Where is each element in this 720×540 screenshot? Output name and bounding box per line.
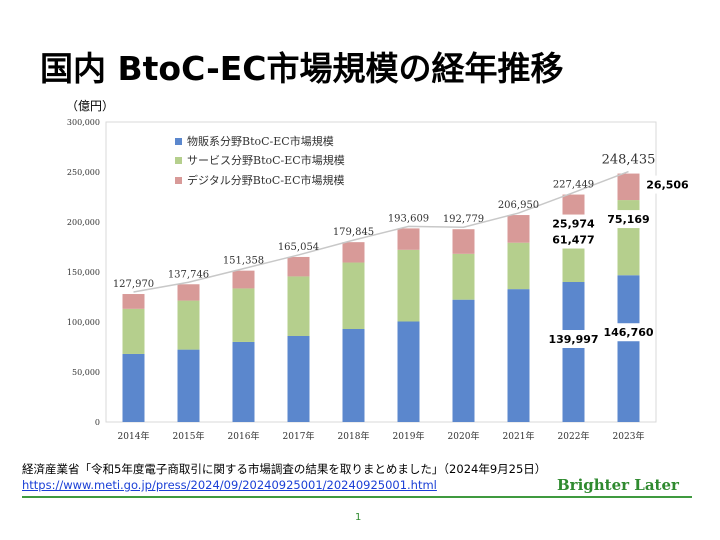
x-tick-label: 2017年 — [283, 430, 315, 442]
x-tick-label: 2016年 — [228, 430, 260, 442]
callout-label: 26,506 — [646, 179, 689, 192]
brand-logo: Brighter Later — [557, 476, 679, 494]
callout-box — [642, 175, 693, 194]
bar-services — [397, 249, 420, 322]
bar-services — [232, 288, 255, 342]
x-tick-label: 2014年 — [118, 430, 150, 442]
source-citation: 経済産業省「令和5年度電子商取引に関する市場調査の結果を取りまとめました」（20… — [22, 462, 547, 476]
bar-digital — [452, 229, 475, 254]
callout-label: 61,477 — [552, 234, 594, 247]
bar-services — [287, 276, 310, 336]
bar-digital — [397, 228, 420, 250]
footer-divider — [22, 496, 692, 498]
x-tick-label: 2021年 — [503, 430, 535, 442]
total-trend-line — [133, 170, 629, 293]
ec-market-chart: 0 50,000 100,000 150,000 200,000 250,000 300,0… — [66, 118, 693, 442]
bar-goods — [562, 282, 585, 422]
x-tick-label: 2015年 — [173, 430, 205, 442]
bar-digital — [287, 256, 310, 277]
total-label: 206,950 — [498, 200, 539, 211]
page-title: 国内 BtoC-EC市場規模の経年推移 — [40, 49, 564, 88]
bar-goods — [342, 329, 365, 422]
bar-services — [507, 242, 530, 290]
bar-services — [452, 253, 475, 300]
x-tick-label: 2023年 — [613, 430, 645, 442]
x-tick-label: 2019年 — [393, 430, 425, 442]
legend-swatch — [175, 177, 182, 184]
bar-digital — [122, 294, 145, 309]
bar-digital — [342, 242, 365, 263]
y-tick-label: 0 — [95, 418, 100, 427]
callout-label: 139,997 — [548, 333, 598, 346]
callout-box — [548, 330, 599, 349]
page-number: 1 — [355, 512, 362, 523]
bar-digital — [617, 173, 640, 201]
total-label: 227,449 — [553, 180, 594, 191]
total-label: 192,779 — [443, 214, 484, 225]
x-tick-label: 2020年 — [448, 430, 480, 442]
plot-area — [105, 121, 657, 423]
bar-services — [122, 308, 145, 354]
total-label: 151,358 — [223, 256, 264, 267]
legend-swatch — [175, 157, 182, 164]
callout-box — [548, 214, 599, 233]
legend-label: サービス分野BtoC-EC市場規模 — [187, 153, 345, 167]
bar-services — [342, 262, 365, 330]
x-tick-label: 2022年 — [558, 430, 590, 442]
y-tick-label: 250,000 — [67, 168, 100, 177]
legend-label: デジタル分野BtoC-EC市場規模 — [187, 173, 345, 187]
total-label: 127,970 — [113, 279, 154, 290]
y-tick-label: 50,000 — [72, 368, 100, 377]
callout-label: 146,760 — [603, 326, 653, 339]
callout-label: 75,169 — [607, 213, 649, 226]
y-axis-unit: （億円） — [66, 99, 115, 113]
legend-label: 物販系分野BtoC-EC市場規模 — [187, 134, 334, 148]
bar-goods — [287, 335, 310, 422]
bar-digital — [177, 284, 200, 301]
bar-goods — [177, 349, 200, 422]
x-tick-label: 2018年 — [338, 430, 370, 442]
y-tick-label: 150,000 — [67, 268, 100, 277]
bar-goods — [232, 341, 255, 422]
total-label: 179,845 — [333, 227, 374, 238]
bar-digital — [562, 194, 585, 221]
y-tick-label: 100,000 — [67, 318, 100, 327]
y-tick-label: 300,000 — [67, 118, 100, 127]
total-label: 193,609 — [388, 213, 429, 224]
y-tick-label: 200,000 — [67, 218, 100, 227]
total-label: 248,435 — [602, 153, 656, 168]
bar-digital — [507, 215, 530, 243]
callout-box — [603, 323, 654, 342]
bar-goods — [452, 299, 475, 422]
bar-goods — [397, 321, 420, 422]
source-link[interactable]: https://www.meti.go.jp/press/2024/09/202… — [22, 478, 437, 492]
callout-box — [548, 230, 599, 249]
bar-services — [177, 300, 200, 350]
callout-label: 25,974 — [552, 218, 595, 231]
legend-swatch — [175, 138, 182, 145]
total-label: 137,746 — [168, 269, 209, 280]
bar-goods — [617, 275, 640, 422]
callout-box — [603, 210, 654, 229]
total-label: 165,054 — [278, 242, 319, 253]
bar-digital — [232, 270, 255, 289]
bar-goods — [507, 289, 530, 422]
bar-goods — [122, 353, 145, 422]
